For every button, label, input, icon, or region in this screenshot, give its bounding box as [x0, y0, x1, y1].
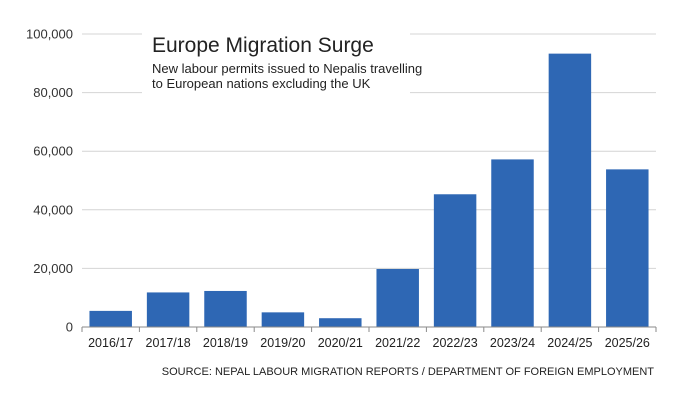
x-tick-label: 2021/22	[375, 336, 420, 350]
bar	[376, 268, 419, 327]
x-tick-label: 2018/19	[203, 336, 248, 350]
x-tick-label: 2019/20	[260, 336, 305, 350]
title-block: Europe Migration Surge New labour permit…	[142, 22, 422, 94]
y-tick-label: 100,000	[26, 27, 73, 42]
chart-title: Europe Migration Surge	[152, 34, 374, 57]
x-tick-label: 2024/25	[547, 336, 592, 350]
bar	[491, 159, 534, 327]
chart-subtitle-line-1: New labour permits issued to Nepalis tra…	[152, 61, 422, 76]
bar	[89, 310, 132, 327]
y-tick-label: 0	[66, 320, 73, 335]
chart-source: SOURCE: NEPAL LABOUR MIGRATION REPORTS /…	[162, 366, 654, 378]
bar	[548, 53, 592, 327]
y-tick-label: 60,000	[33, 144, 73, 159]
x-tick-label: 2022/23	[433, 336, 478, 350]
y-tick-label: 40,000	[33, 202, 73, 217]
x-tick-label: 2025/26	[605, 336, 650, 350]
bars-layer	[89, 53, 649, 327]
bar	[433, 194, 477, 327]
chart-subtitle-line-2: to European nations excluding the UK	[152, 76, 371, 91]
bar	[204, 290, 247, 327]
bar	[319, 318, 362, 327]
x-tick-label: 2017/18	[146, 336, 191, 350]
x-tick-label: 2016/17	[88, 336, 133, 350]
title-background	[142, 22, 410, 94]
bar	[261, 312, 305, 327]
bar	[146, 292, 190, 327]
y-tick-label: 80,000	[33, 85, 73, 100]
axis-layer: 0 20,000 40,000 60,000 80,000 100,000 2016/17 2…	[26, 27, 657, 350]
bar	[606, 169, 649, 327]
y-tick-label: 20,000	[33, 261, 73, 276]
x-tick-label: 2023/24	[490, 336, 535, 350]
x-tick-label: 2020/21	[318, 336, 363, 350]
